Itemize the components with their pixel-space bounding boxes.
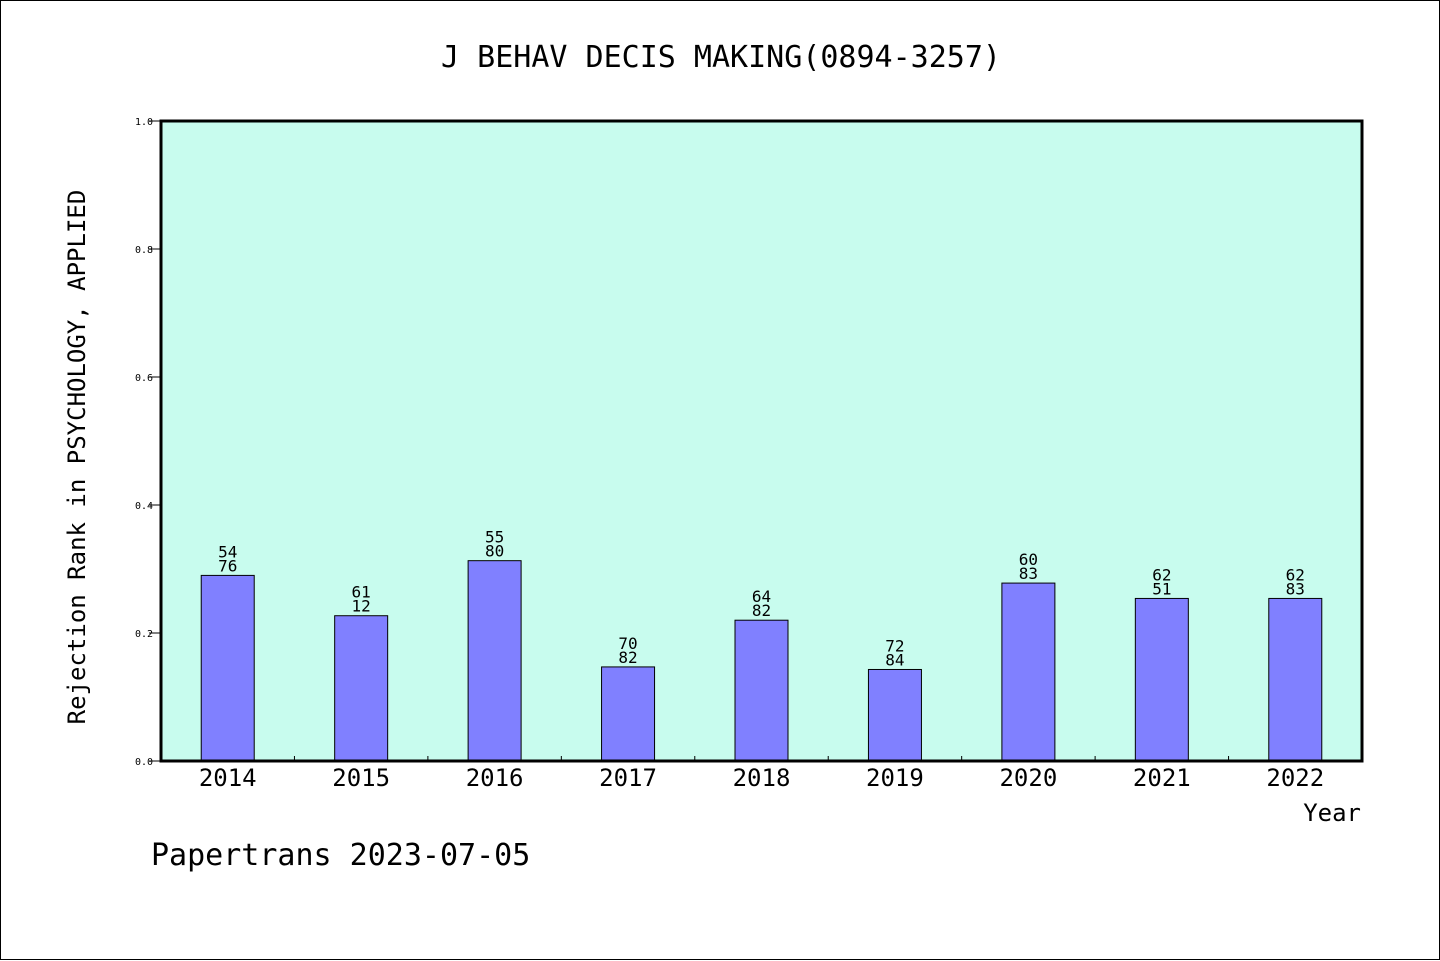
bar-value-label-top: 62 <box>1286 565 1305 584</box>
bar-value-label-bottom: 80 <box>485 542 504 561</box>
bar <box>867 668 922 762</box>
bar <box>1268 597 1323 762</box>
bar <box>200 574 255 762</box>
bar <box>334 615 389 762</box>
bar-value-label-top: 70 <box>618 634 637 653</box>
chart-title: J BEHAV DECIS MAKING(0894-3257) <box>441 40 1001 75</box>
y-axis-label: Rejection Rank in PSYCHOLOGY, APPLIED <box>63 190 91 725</box>
bar-value-label-bottom: 51 <box>1152 579 1171 598</box>
bar <box>734 619 789 762</box>
bar <box>467 560 522 762</box>
bar-value-label-top: 72 <box>885 636 904 655</box>
bar-value-label-top: 62 <box>1152 565 1171 584</box>
y-tick-label: 0.4 <box>135 501 153 512</box>
footer-credit: Papertrans 2023-07-05 <box>151 838 530 873</box>
y-tick-label: 1.0 <box>135 117 153 128</box>
x-tick-label: 2015 <box>332 764 390 792</box>
bar-value-label-top: 60 <box>1019 550 1038 569</box>
y-axis: 0.0 0.2 0.4 0.6 0.8 1.0 <box>135 117 161 768</box>
bar-value-label-bottom: 83 <box>1019 564 1038 583</box>
bar-value-label-top: 61 <box>352 583 371 602</box>
bar-value-label-bottom: 82 <box>752 601 771 620</box>
bars-group <box>200 560 1323 762</box>
bar <box>1001 582 1056 762</box>
bar-value-label-bottom: 76 <box>218 556 237 575</box>
x-tick-label: 2018 <box>733 764 791 792</box>
bar-value-label-bottom: 82 <box>618 648 637 667</box>
x-axis-label: Year <box>1303 799 1361 827</box>
x-tick-label: 2020 <box>999 764 1057 792</box>
x-tick-label: 2021 <box>1133 764 1191 792</box>
x-axis: 2014 2015 2016 2017 2018 2019 2020 2021 2022 <box>199 756 1324 792</box>
bar-value-label-bottom: 83 <box>1286 579 1305 598</box>
plot-border <box>159 119 1364 763</box>
x-tick-label: 2019 <box>866 764 924 792</box>
bar-value-label-top: 64 <box>752 587 771 606</box>
x-tick-label: 2014 <box>199 764 257 792</box>
bar <box>601 666 656 762</box>
y-tick-label: 0.6 <box>135 373 153 384</box>
y-tick-label: 0.0 <box>135 757 153 768</box>
bar <box>1134 597 1189 762</box>
x-tick-label: 2022 <box>1266 764 1324 792</box>
bar-value-label-bottom: 84 <box>885 650 904 669</box>
bar-value-label-bottom: 12 <box>352 597 371 616</box>
bar-value-label-top: 55 <box>485 528 504 547</box>
bar-value-label-top: 54 <box>218 542 237 561</box>
y-tick-label: 0.8 <box>135 245 153 256</box>
x-tick-label: 2017 <box>599 764 657 792</box>
y-tick-label: 0.2 <box>135 629 153 640</box>
x-tick-label: 2016 <box>466 764 524 792</box>
